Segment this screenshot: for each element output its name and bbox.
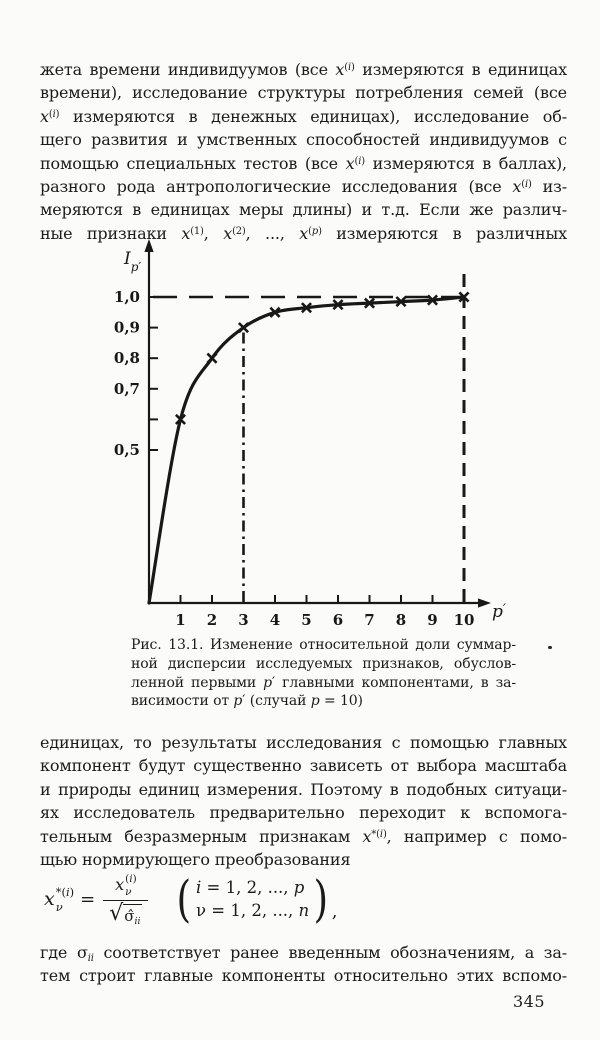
equals-sign: = bbox=[80, 888, 96, 910]
formula-num-base: x bbox=[115, 875, 125, 894]
data-point-marker bbox=[206, 352, 218, 364]
formula-lhs-base: x bbox=[44, 888, 55, 910]
data-point-marker bbox=[269, 306, 281, 318]
sqrt-expression: √ σ̂ii bbox=[109, 900, 143, 926]
data-point-marker bbox=[174, 413, 187, 425]
text-line: ях исследователь предварительно переходи… bbox=[40, 803, 567, 823]
data-point-marker bbox=[363, 297, 376, 309]
text-line: щью нормирующего преобразования bbox=[40, 849, 351, 869]
data-point-marker bbox=[426, 294, 439, 306]
text-line: компонент будут существенно зависеть от … bbox=[40, 756, 567, 776]
x-axis-arrow-icon bbox=[478, 598, 491, 608]
radicand: σ̂ii bbox=[123, 903, 143, 926]
figure-caption: Рис. 13.1. Изменение относительной доли … bbox=[131, 636, 516, 711]
data-point-marker bbox=[332, 299, 344, 311]
close-paren: ) bbox=[313, 869, 329, 928]
formula-num-sub: ν bbox=[125, 886, 132, 898]
formula-num-sup: (i) bbox=[125, 872, 137, 885]
caption-line: ленной первыми p′ главными компонентами,… bbox=[131, 674, 516, 691]
figure-chart: 1 2 3 4 5 6 7 8 9 10 0,5 0,7 0,8 0,9 1,0 Ip′ p′ bbox=[0, 238, 600, 638]
x-tick-label: 4 bbox=[270, 611, 280, 629]
text-line: щего развития и умственных способностей … bbox=[40, 130, 567, 150]
body-text-mid: единицах, то результаты исследования с п… bbox=[40, 731, 567, 871]
figure-chart-svg: 1 2 3 4 5 6 7 8 9 10 0,5 0,7 0,8 0,9 1,0 Ip′ p′ bbox=[114, 239, 506, 629]
page-number: 345 bbox=[512, 992, 545, 1011]
data-curve bbox=[147, 295, 466, 605]
text-line: времени), исследование структуры потребл… bbox=[40, 83, 567, 103]
x-tick-label: 3 bbox=[238, 611, 248, 629]
condition-line-2: ν = 1, 2, ..., n bbox=[196, 901, 310, 920]
text-line: и природы единиц измерения. Поэтому в по… bbox=[40, 779, 567, 799]
condition-line-1: i = 1, 2, ..., p bbox=[196, 878, 305, 897]
formula-lhs-sup: *(i) bbox=[55, 885, 75, 899]
x-tick-label: 2 bbox=[207, 611, 217, 629]
radical-sign: √ bbox=[109, 900, 124, 926]
body-text-bottom: где σii соответствует ранее введенным об… bbox=[40, 941, 567, 988]
formula-conditions: ( i = 1, 2, ..., p ν = 1, 2, ..., n ) bbox=[174, 869, 330, 928]
caption-line: висимости от p′ (случай p = 10) bbox=[131, 693, 363, 710]
caption-line: Рис. 13.1. Изменение относительной доли … bbox=[131, 637, 516, 653]
text-line: меряются в единицах меры длины) и т.д. Е… bbox=[40, 200, 567, 220]
x-tick-label: 8 bbox=[396, 611, 406, 629]
text-line: x(i) измеряются в денежных единицах), ис… bbox=[40, 106, 567, 126]
y-tick-label: 0,7 bbox=[114, 380, 140, 398]
data-point-marker bbox=[237, 322, 250, 334]
y-tick-label: 1,0 bbox=[114, 288, 140, 306]
x-tick-label: 9 bbox=[427, 611, 437, 629]
text-line: жета времени индивидуумов (все x(i) изме… bbox=[40, 60, 567, 79]
text-line: разного рода антропологические исследова… bbox=[40, 176, 567, 196]
x-tick-label: 6 bbox=[333, 611, 343, 629]
y-tick-label: 0,9 bbox=[114, 319, 140, 337]
formula-trailing-comma: , bbox=[331, 901, 338, 922]
x-tick-label: 7 bbox=[364, 611, 374, 629]
x-tick-label: 5 bbox=[301, 611, 311, 629]
x-tick-label: 10 bbox=[454, 611, 475, 629]
data-point-marker bbox=[395, 296, 407, 308]
text-line: тем строит главные компоненты относитель… bbox=[40, 966, 567, 986]
data-point-marker bbox=[458, 291, 470, 303]
scan-speck bbox=[548, 646, 552, 649]
x-tick-label: 1 bbox=[175, 611, 185, 629]
formula-lhs: x *(i) ν bbox=[44, 886, 74, 912]
formula-fraction: x (i) ν √ σ̂ii bbox=[103, 872, 149, 926]
open-paren: ( bbox=[176, 869, 192, 928]
x-axis-label: p′ bbox=[492, 602, 506, 622]
text-line: где σii соответствует ранее введенным об… bbox=[40, 943, 567, 964]
formula-lhs-sub: ν bbox=[55, 899, 63, 914]
caption-line: ной дисперсии исследуемых признаков, обу… bbox=[131, 655, 516, 672]
body-text-top: жета времени индивидуумов (все x(i) изме… bbox=[40, 58, 567, 245]
formula-block: x *(i) ν = x (i) ν √ σ̂ii ( i = 1, 2, ..… bbox=[44, 866, 337, 932]
y-tick-label: 0,8 bbox=[114, 349, 140, 367]
y-axis-arrow-icon bbox=[144, 239, 154, 252]
y-axis-label: Ip′ bbox=[123, 249, 141, 274]
text-line: помощью специальных тестов (все x(i) изм… bbox=[40, 153, 567, 173]
text-line: единицах, то результаты исследования с п… bbox=[40, 733, 567, 752]
data-point-marker bbox=[300, 302, 313, 314]
text-line: тельным безразмерным признакам x*(i), на… bbox=[40, 826, 567, 846]
y-tick-label: 0,5 bbox=[114, 441, 140, 459]
text-line: ные признаки x(1), x(2), ..., x(p) измер… bbox=[40, 223, 567, 243]
